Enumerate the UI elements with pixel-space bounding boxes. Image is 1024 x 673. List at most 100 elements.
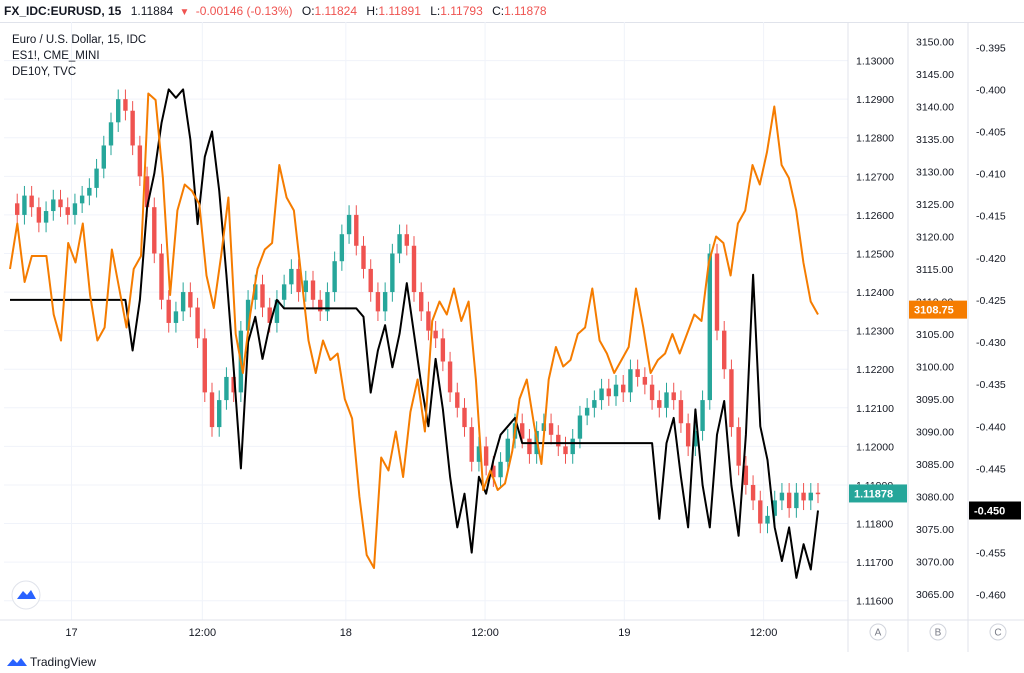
eurusd-tick-label: 1.12500 [856, 248, 894, 260]
candle-body [310, 280, 316, 300]
candle-body [289, 268, 294, 285]
candle-body [606, 388, 611, 397]
time-tick-label: 12:00 [189, 627, 217, 639]
candle-body [722, 330, 727, 370]
candle-body [491, 465, 496, 478]
candle-body [671, 392, 676, 401]
candle-body [527, 438, 532, 455]
candle-body [426, 311, 431, 331]
scale-button-B [929, 623, 947, 641]
scale-label-C: C [994, 628, 1001, 639]
candle-body [592, 400, 597, 408]
candle-body [296, 268, 301, 293]
candle-body [130, 110, 135, 146]
de10y-tick-label: -0.425 [976, 295, 1006, 307]
de10y-last-tag-bg [969, 501, 1021, 520]
candle-body [808, 492, 813, 501]
candle-body [325, 292, 330, 312]
de10y-line [10, 88, 819, 579]
candle-body [87, 187, 92, 196]
candle-body [476, 446, 482, 462]
legend-es1-series[interactable]: ES1!, CME_MINI [12, 50, 100, 62]
de10y-tick-label: -0.445 [976, 463, 1006, 475]
candle-body [318, 299, 323, 312]
eurusd-last-tag-bg [849, 484, 907, 503]
candle-body [188, 292, 193, 308]
candle-body [166, 299, 171, 323]
candle-body [765, 515, 770, 524]
candle-body [58, 199, 63, 208]
candle-body [743, 465, 749, 485]
candle-body [94, 168, 99, 188]
candle-body [29, 195, 34, 208]
eurusd-tick-label: 1.12900 [856, 94, 894, 106]
candle-body [707, 253, 712, 401]
candle-body [209, 392, 215, 428]
footer: TradingView [0, 652, 1024, 673]
last-price: 1.11884 [130, 4, 174, 18]
scale-label-B: B [935, 628, 942, 639]
es1-last-tag: 3108.75 [914, 305, 954, 317]
tradingview-logo-icon[interactable] [6, 655, 28, 669]
candle-body [736, 427, 741, 466]
candle-body [411, 245, 417, 293]
candle-body [520, 423, 525, 439]
time-tick-label: 18 [340, 627, 352, 639]
symbol-title[interactable]: FX_IDC:EURUSD, 15 [4, 4, 122, 18]
candle-body [281, 284, 287, 300]
de10y-tick-label: -0.415 [976, 211, 1006, 223]
high-label: H: [366, 4, 379, 18]
candle-body [440, 338, 446, 362]
candle-body [455, 392, 460, 408]
eurusd-tick-label: 1.11800 [856, 519, 893, 531]
legend-de10y-series[interactable]: DE10Y, TVC [12, 66, 77, 78]
candle-body [368, 268, 373, 293]
tradingview-brand[interactable]: TradingView [30, 655, 97, 669]
candle-body [613, 384, 619, 397]
candle-body [217, 400, 222, 428]
eurusd-last-tag: 1.11878 [854, 488, 893, 500]
time-tick-label: 12:00 [750, 627, 778, 639]
candle-body [231, 376, 236, 393]
candle-body [556, 434, 561, 447]
candle-body [498, 461, 503, 478]
tv-mark-icon [17, 590, 36, 599]
candle-body [693, 430, 698, 447]
candle-body [700, 400, 705, 431]
open-label: O: [301, 4, 315, 18]
eurusd-tick-label: 1.11700 [856, 557, 893, 569]
chart-legend: Euro / U.S. Dollar, 15, IDC ES1!, CME_MI… [12, 32, 146, 80]
es1-tick-label: 3090.00 [916, 427, 954, 439]
candle-body [152, 207, 157, 254]
es1-tick-label: 3095.00 [916, 394, 954, 406]
es1-tick-label: 3125.00 [916, 199, 954, 211]
eurusd-tick-label: 1.12700 [856, 171, 894, 183]
candle-body [570, 438, 575, 455]
candle-body [65, 207, 70, 215]
candle-body [635, 369, 640, 377]
candle-body [43, 211, 49, 223]
de10y-tick-label: -0.460 [976, 590, 1006, 602]
legend-main-series[interactable]: Euro / U.S. Dollar, 15, IDC [12, 34, 147, 46]
candle-body [108, 122, 114, 146]
candle-body [224, 376, 229, 401]
candle-body [649, 384, 655, 401]
time-tick-label: 17 [65, 627, 77, 639]
candle-body [274, 299, 280, 323]
candle-body [202, 338, 207, 393]
candle-body [447, 361, 453, 393]
es1-tick-label: 3070.00 [916, 557, 954, 569]
chart-canvas[interactable]: 1.13000 1.12900 1.12800 1.12700 1.12600 1.125… [0, 22, 1024, 652]
candle-body [116, 99, 121, 123]
close-label: C: [492, 4, 505, 18]
candle-body [346, 214, 352, 235]
eurusd-tick-label: 1.12600 [856, 210, 894, 222]
candle-body [382, 292, 388, 312]
es1-tick-label: 3115.00 [916, 264, 953, 276]
candle-body [714, 253, 720, 331]
down-arrow-icon: ▼ [179, 7, 190, 18]
candle-body [332, 261, 337, 293]
de10y-tick-label: -0.400 [976, 84, 1006, 96]
es1-tick-label: 3075.00 [916, 524, 954, 536]
candle-body [260, 284, 265, 308]
